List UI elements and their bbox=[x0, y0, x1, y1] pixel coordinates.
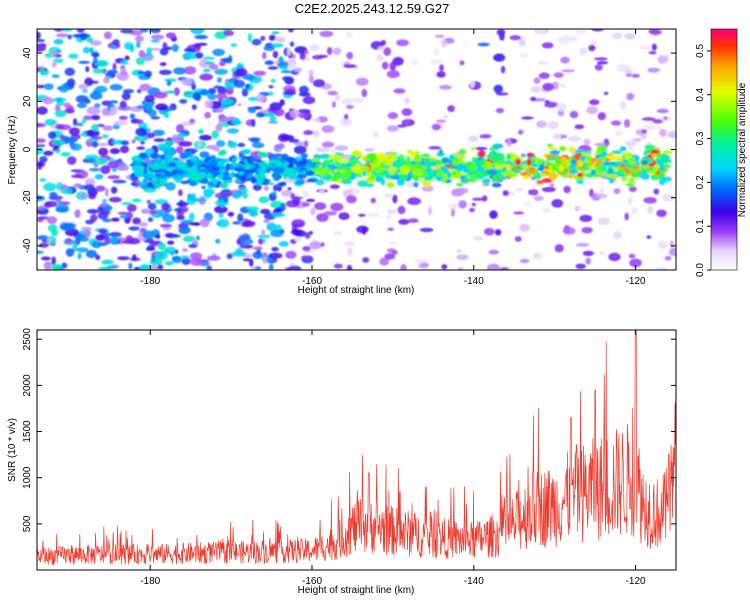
x-tick-label: -160 bbox=[302, 276, 322, 287]
y-tick-label: 1500 bbox=[22, 420, 33, 443]
y-tick-label: 20 bbox=[22, 95, 33, 107]
colorbar-tick-label: 0.3 bbox=[695, 131, 706, 145]
colorbar-label: Normalized spectral amplitude bbox=[737, 82, 748, 217]
y-tick-label: 1000 bbox=[22, 466, 33, 489]
figure-title: C2E2.2025.243.12.59.G27 bbox=[295, 1, 450, 16]
y-tick-label: -40 bbox=[22, 238, 33, 253]
colorbar-gradient bbox=[710, 28, 738, 271]
snr-x-axis-label: Height of straight line (km) bbox=[298, 585, 415, 596]
spectrogram-x-axis-label: Height of straight line (km) bbox=[298, 285, 415, 296]
y-tick-label: 40 bbox=[22, 47, 33, 59]
y-tick-label: 500 bbox=[22, 515, 33, 532]
colorbar-tick-label: 0.0 bbox=[695, 263, 706, 277]
y-tick-label: 2500 bbox=[22, 328, 33, 351]
snr-y-axis-label: SNR (10 * v/v) bbox=[7, 418, 18, 482]
y-tick-label: -20 bbox=[22, 190, 33, 205]
spectrogram-panel: -180 -160 -140 -120 -40 -20 0 20 40 Height of st… bbox=[7, 28, 677, 296]
colorbar: 0.0 0.1 0.2 0.3 0.4 0.5 Normalized spectral a… bbox=[695, 28, 748, 277]
colorbar-tick-label: 0.1 bbox=[695, 219, 706, 233]
y-tick-label: 0 bbox=[22, 146, 33, 152]
x-tick-label: -120 bbox=[626, 576, 646, 587]
colorbar-ticks: 0.0 0.1 0.2 0.3 0.4 0.5 bbox=[695, 44, 711, 277]
snr-frame bbox=[36, 329, 677, 571]
x-tick-label: -140 bbox=[464, 576, 484, 587]
snr-ticks: -180 -160 -140 -120 500 1000 1500 2000 2500 bbox=[22, 328, 676, 587]
colorbar-tick-label: 0.2 bbox=[695, 175, 706, 189]
x-tick-label: -140 bbox=[464, 276, 484, 287]
spectrogram-heatmap bbox=[37, 29, 676, 270]
x-tick-label: -180 bbox=[140, 276, 160, 287]
spectrogram-y-axis-label: Frequency (Hz) bbox=[7, 116, 18, 185]
x-tick-label: -120 bbox=[626, 276, 646, 287]
x-tick-label: -180 bbox=[140, 576, 160, 587]
x-tick-label: -160 bbox=[302, 576, 322, 587]
colorbar-tick-label: 0.5 bbox=[695, 44, 706, 58]
spectrogram-ticks: -180 -160 -140 -120 -40 -20 0 20 40 bbox=[22, 29, 676, 287]
snr-panel: -180 -160 -140 -120 500 1000 1500 2000 2500 Heig… bbox=[7, 328, 677, 596]
snr-series-line bbox=[37, 330, 676, 566]
y-tick-label: 2000 bbox=[22, 374, 33, 397]
colorbar-tick-label: 0.4 bbox=[695, 87, 706, 101]
